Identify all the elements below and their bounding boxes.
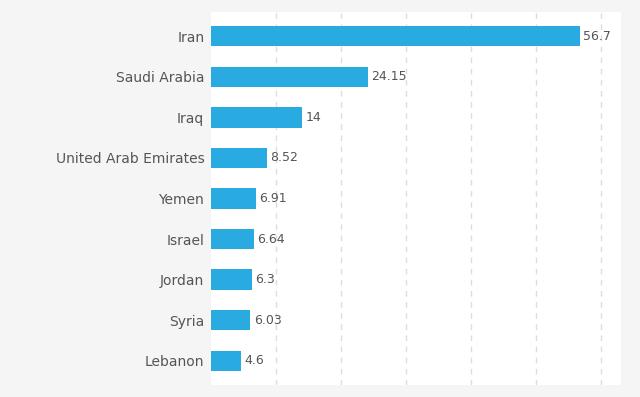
Text: 6.64: 6.64 — [258, 233, 285, 246]
Bar — [211, 229, 254, 249]
Text: 6.91: 6.91 — [259, 192, 287, 205]
Bar — [211, 310, 250, 330]
Text: 56.7: 56.7 — [583, 30, 611, 43]
Text: 14: 14 — [305, 111, 321, 124]
Bar — [211, 188, 256, 209]
Bar — [211, 67, 368, 87]
Text: 6.03: 6.03 — [253, 314, 282, 327]
Text: 4.6: 4.6 — [244, 354, 264, 367]
Bar — [211, 107, 302, 127]
Text: 6.3: 6.3 — [255, 273, 275, 286]
Bar — [211, 26, 580, 46]
Text: 24.15: 24.15 — [371, 70, 407, 83]
Text: 8.52: 8.52 — [270, 151, 298, 164]
Bar — [211, 351, 241, 371]
Bar — [211, 270, 252, 290]
Bar — [211, 148, 267, 168]
